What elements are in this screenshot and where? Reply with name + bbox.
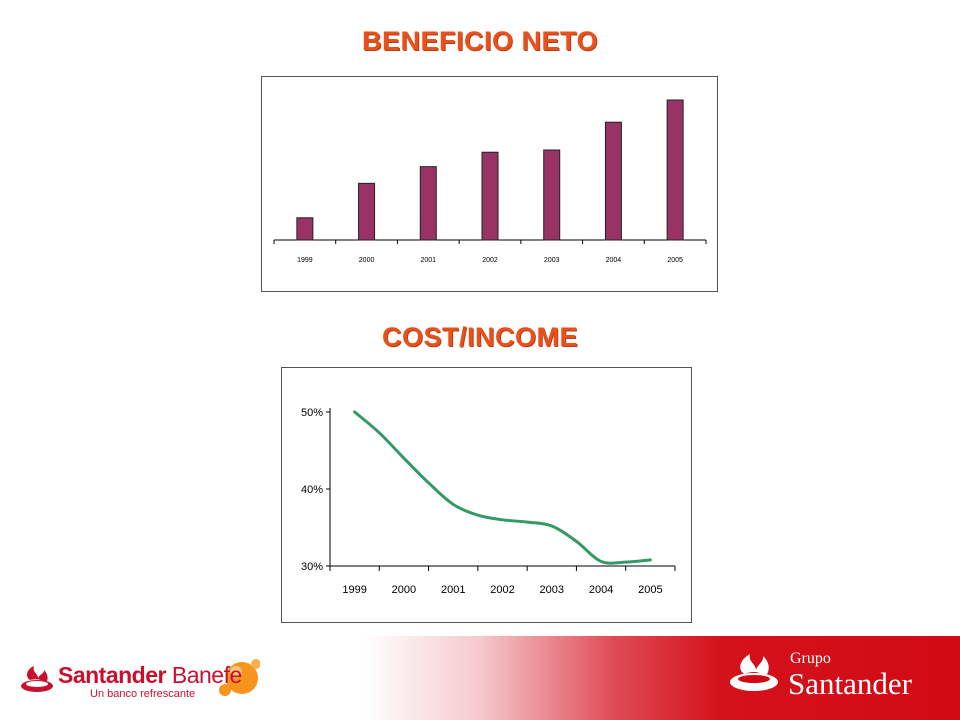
- line-x-tick-label: 1999: [342, 584, 366, 596]
- line-x-tick-label: 2001: [441, 584, 465, 596]
- grupo-label: Grupo: [790, 650, 831, 667]
- bar-x-tick-label: 1999: [297, 257, 313, 264]
- line-chart-frame: 30% 40% 50% 1999 2000 2001 2002 2003 2004 2005: [281, 367, 692, 623]
- line-y-tick-label: 30%: [301, 561, 323, 573]
- cost-income-series-line: [353, 410, 652, 565]
- bar-2003: [543, 149, 561, 241]
- chart-title-cost-income: COST/INCOME: [381, 322, 578, 352]
- line-chart: 30% 40% 50% 1999 2000 2001 2002 2003 2004 2005: [301, 407, 676, 596]
- line-x-tick-label: 2005: [638, 584, 662, 596]
- bar-2001: [419, 166, 437, 241]
- banefe-tagline: Un banco refrescante: [90, 688, 196, 700]
- banefe-brand-santander: Santander: [58, 662, 166, 688]
- grupo-santander-logo: Grupo Santander: [726, 648, 912, 703]
- line-y-tick-label: 40%: [301, 484, 323, 496]
- bar-x-tick-label: 2001: [420, 257, 436, 264]
- bar-x-tick-label: 2003: [544, 257, 560, 264]
- santander-label: Santander: [788, 666, 912, 701]
- bar-x-tick-label: 2000: [359, 257, 375, 264]
- bar-chart-frame: 1999 2000 2001 2002 2003 2004 2005: [261, 76, 718, 292]
- banefe-orb-icon: [219, 659, 261, 696]
- bar-2000: [358, 182, 376, 241]
- bar-chart: 1999 2000 2001 2002 2003 2004 2005: [273, 99, 707, 264]
- banefe-brand-banefe: Banefe: [171, 662, 242, 688]
- bar-x-tick-label: 2004: [606, 257, 622, 264]
- line-y-tick-label: 50%: [301, 407, 323, 419]
- bar-2004: [604, 121, 622, 241]
- chart-title-beneficio-neto: BENEFICIO NETO: [361, 26, 599, 56]
- footer-band: [0, 636, 960, 720]
- line-x-tick-label: 2002: [490, 584, 514, 596]
- santander-flame-icon: [21, 666, 53, 692]
- bar-2002: [481, 151, 499, 241]
- bar-2005: [666, 99, 684, 241]
- bar-x-tick-label: 2005: [667, 257, 683, 264]
- bar-x-tick-label: 2002: [482, 257, 498, 264]
- line-x-tick-label: 2000: [392, 584, 416, 596]
- line-x-tick-label: 2004: [589, 584, 613, 596]
- bar-1999: [296, 217, 314, 241]
- banefe-logo-graphic: [21, 659, 261, 696]
- grupo-flame-icon: [730, 654, 778, 691]
- santander-banefe-logo: Santander Banefe Un banco refrescante: [20, 656, 261, 711]
- line-x-tick-label: 2003: [540, 584, 564, 596]
